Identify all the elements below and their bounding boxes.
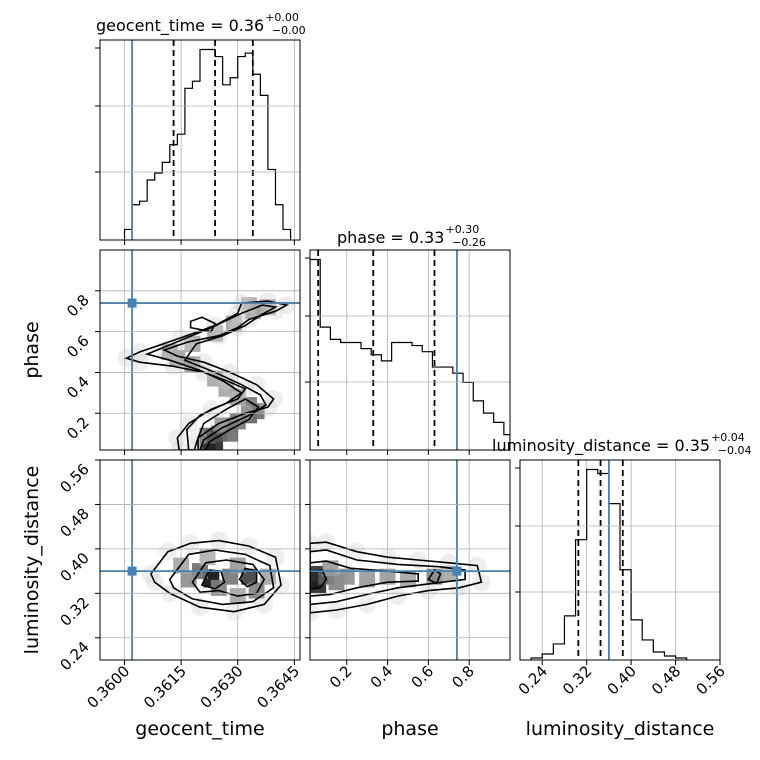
xlabel-geocent-time: geocent_time <box>135 718 264 740</box>
ylabel-phase: phase <box>21 321 43 378</box>
panel-luminosity_distance-luminosity_distance: 0.24 0.32 0.40 0.48 0.56 <box>515 459 729 698</box>
panel-content <box>123 40 292 240</box>
contour-level <box>310 549 466 606</box>
contour-level <box>168 549 275 606</box>
tick-label-y: 0.32 <box>56 593 92 629</box>
tick-label-y: 0.24 <box>56 638 92 674</box>
tick-label-y: 0.48 <box>56 505 92 541</box>
panel-content <box>100 250 300 450</box>
tick-label-x: 0.40 <box>604 662 640 698</box>
density-cell <box>322 560 339 577</box>
density-cell <box>399 571 416 588</box>
panel-phase-luminosity_distance: 0.2 0.4 0.6 0.8 <box>305 459 511 692</box>
tick-label-x: 0.6 <box>408 662 438 692</box>
panel-frame <box>519 459 721 661</box>
contour-level <box>310 560 420 597</box>
title-luminosity-distance: luminosity_distance = 0.35+0.04 −0.04 <box>492 431 752 457</box>
title-median: 0.36 <box>229 16 265 35</box>
panel-content <box>530 460 688 660</box>
contour-level <box>238 567 258 588</box>
xlabel-luminosity-distance: luminosity_distance <box>526 718 715 740</box>
xlabel-phase: phase <box>381 718 438 740</box>
title-name: luminosity_distance <box>492 436 651 456</box>
contour-level <box>191 559 266 597</box>
contour-level <box>124 300 290 450</box>
density-cell <box>379 568 396 585</box>
contour-level <box>310 541 483 614</box>
title-median: 0.33 <box>409 228 445 247</box>
panel-frame <box>99 249 301 451</box>
tick-label-x: 0.3630 <box>197 662 247 712</box>
title-name: phase <box>337 228 385 247</box>
title-plus: +0.00 <box>265 11 299 24</box>
panel-geocent_time-luminosity_distance: 0.3600 0.3615 0.3630 0.3645 0.24 0.32 0.40 0.48… <box>56 459 303 712</box>
title-plus: +0.30 <box>445 223 479 236</box>
panel-frame <box>99 39 301 241</box>
title-geocent-time: geocent_time = 0.36+0.00 −0.00 <box>96 11 306 37</box>
tick-label-x: 0.3600 <box>84 662 134 712</box>
tick-label-y: 0.2 <box>63 413 93 443</box>
tick-label-x: 0.8 <box>448 662 478 692</box>
contour-level <box>197 398 260 450</box>
panel-content <box>310 460 510 660</box>
tick-label-x: 0.32 <box>559 662 595 698</box>
truth-marker <box>452 566 462 576</box>
tick-label-y: 0.56 <box>56 460 92 496</box>
panel-frame <box>309 459 511 661</box>
truth-marker <box>127 298 137 308</box>
title-minus: −0.26 <box>452 236 486 249</box>
contour-level <box>310 569 328 590</box>
panel-geocent_time-geocent_time <box>95 39 301 245</box>
truth-marker <box>127 566 137 576</box>
title-minus: −0.00 <box>272 24 306 37</box>
contour-level <box>427 568 442 585</box>
panel-phase-phase <box>305 249 511 455</box>
title-name: geocent_time <box>96 16 205 36</box>
title-phase: phase = 0.33+0.30 −0.26 <box>337 223 486 249</box>
contour-level <box>144 304 278 450</box>
panel-content <box>100 460 300 660</box>
panel-frame <box>309 249 511 451</box>
tick-label-x: 0.3615 <box>140 662 190 712</box>
title-median: 0.35 <box>674 436 710 455</box>
ylabel-luminosity-distance: luminosity_distance <box>21 466 43 655</box>
panels: 0.2 0.4 0.6 0.8 0.3600 0.3615 0.3630 0.3645 0.24… <box>56 39 729 712</box>
panel-content <box>310 250 510 450</box>
panel-frame <box>99 459 301 661</box>
tick-label-x: 0.48 <box>648 662 684 698</box>
contour-level <box>189 316 217 333</box>
contour-level <box>200 569 226 590</box>
tick-label-y: 0.4 <box>63 373 93 403</box>
histogram-geocent_time <box>123 48 292 240</box>
tick-label-y: 0.6 <box>63 332 93 362</box>
title-minus: −0.04 <box>718 444 752 457</box>
tick-label-x: 0.4 <box>367 662 397 692</box>
tick-label-y: 0.40 <box>56 549 92 585</box>
histogram-phase <box>310 258 510 450</box>
tick-label-x: 0.3645 <box>253 662 303 712</box>
title-plus: +0.04 <box>711 431 745 444</box>
tick-label-x: 0.24 <box>515 662 551 698</box>
tick-label-x: 0.56 <box>692 662 728 698</box>
panel-geocent_time-phase: 0.2 0.4 0.6 0.8 <box>63 249 301 455</box>
density-cell <box>359 571 376 588</box>
tick-label-y: 0.8 <box>63 291 93 321</box>
density-cell <box>338 568 355 585</box>
tick-label-x: 0.2 <box>326 662 356 692</box>
